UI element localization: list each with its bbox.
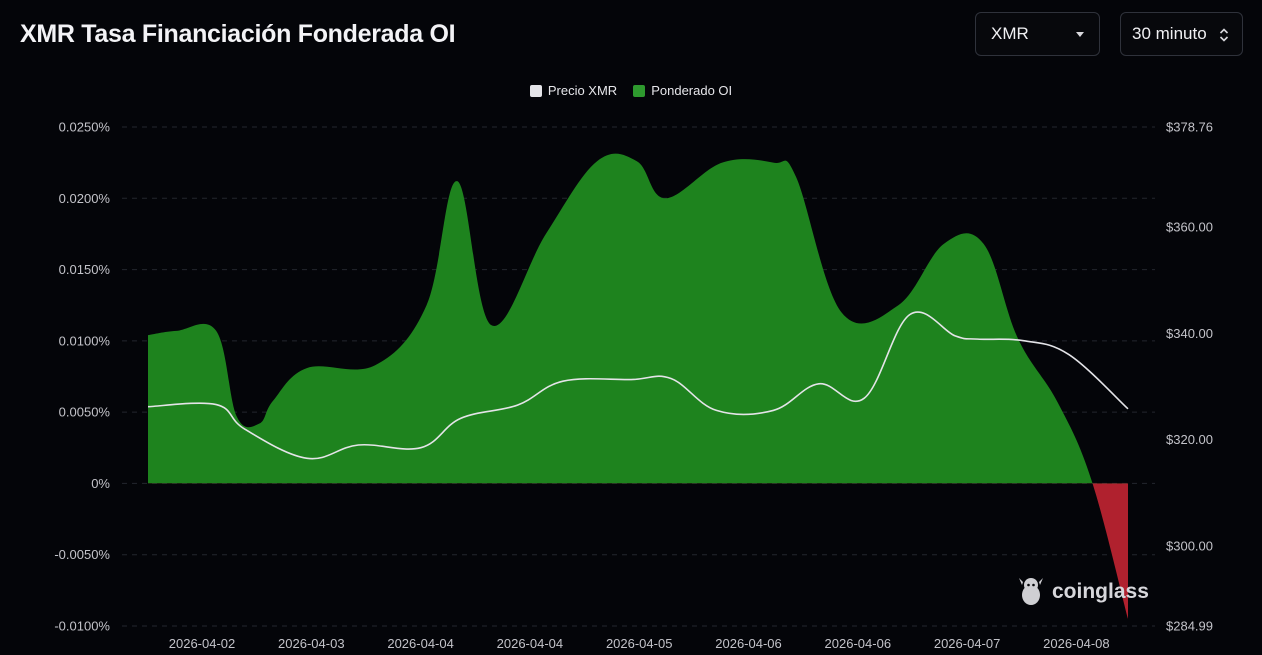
legend-swatch-oi [633,84,646,97]
symbol-select[interactable]: XMR [975,12,1100,56]
y-right-tick-label: $360.00 [1166,219,1213,234]
legend-item-oi[interactable]: Ponderado OI [633,83,732,98]
legend-label-oi: Ponderado OI [651,83,733,98]
x-tick-label: 2026-04-06 [825,636,892,651]
x-tick-label: 2026-04-05 [606,636,673,651]
symbol-select-value: XMR [991,24,1029,43]
coinglass-watermark: coinglass [1016,576,1149,608]
y-left-tick-label: -0.0050% [54,547,110,562]
y-left-tick-label: 0.0100% [59,333,111,348]
oi-area-positive [148,153,1093,484]
y-left-tick-label: 0% [91,476,110,491]
x-tick-label: 2026-04-04 [387,636,454,651]
y-right-tick-label: $320.00 [1166,432,1213,447]
watermark-text: coinglass [1052,580,1149,603]
interval-select-value: 30 minuto [1132,24,1207,43]
interval-select[interactable]: 30 minuto [1120,12,1243,56]
legend-label-price: Precio XMR [547,83,618,98]
y-right-tick-label: $340.00 [1166,326,1213,341]
y-left-tick-label: 0.0250% [59,120,111,135]
y-right-tick-label: $284.99 [1166,619,1213,634]
chevron-down-icon [1076,32,1084,37]
y-left-tick-label: -0.0100% [54,619,110,634]
legend-swatch-price [529,84,542,97]
x-tick-label: 2026-04-07 [934,636,1001,651]
x-tick-label: 2026-04-08 [1043,636,1110,651]
x-tick-label: 2026-04-03 [278,636,345,651]
y-right-tick-label: $300.00 [1166,539,1213,554]
y-right-tick-label: $378.76 [1166,120,1213,135]
price-line [147,311,1129,460]
x-tick-label: 2026-04-02 [169,636,236,651]
up-down-chevron-icon [1219,28,1229,42]
legend-item-price[interactable]: Precio XMR [529,83,618,98]
x-tick-label: 2026-04-06 [715,636,782,651]
y-left-tick-label: 0.0150% [59,262,111,277]
y-left-tick-label: 0.0050% [59,405,111,420]
coinglass-mascot-icon [1019,578,1043,605]
x-tick-label: 2026-04-04 [497,636,564,651]
y-left-tick-label: 0.0200% [59,191,111,206]
page-title: XMR Tasa Financiación Fonderada OI [20,20,456,48]
chart-legend: Precio XMR Ponderado OI [0,83,1262,98]
